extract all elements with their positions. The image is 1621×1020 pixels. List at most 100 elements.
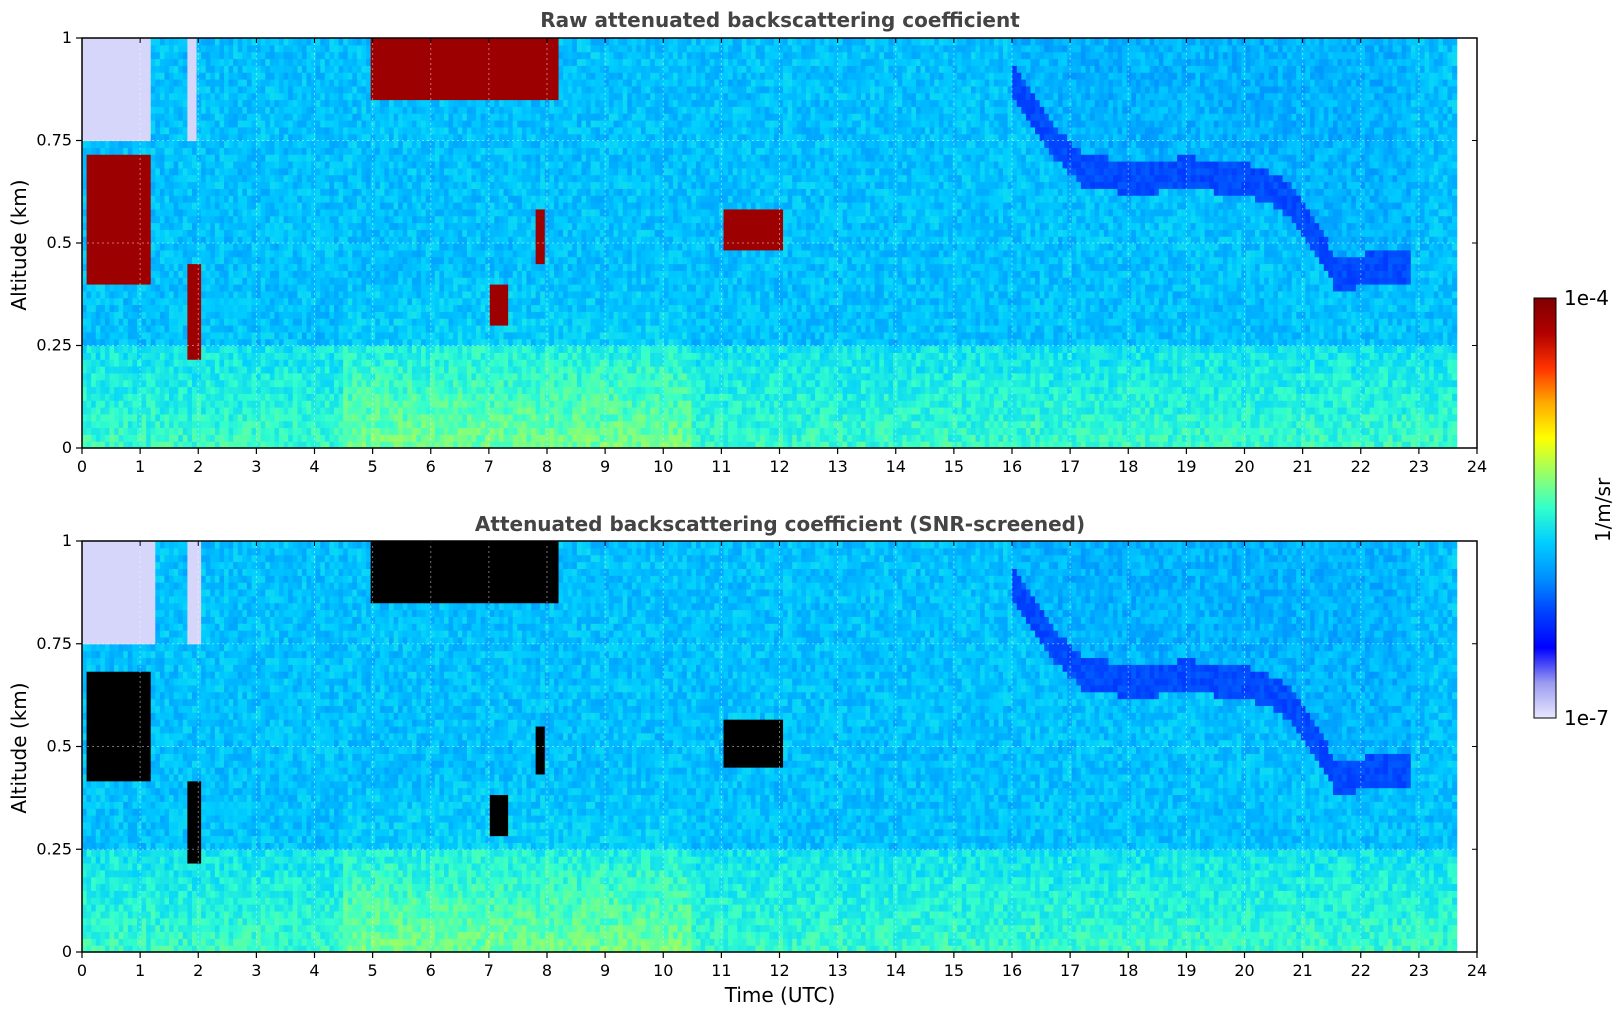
heatmap-cell bbox=[119, 434, 124, 441]
heatmap-cell bbox=[91, 134, 96, 141]
heatmap-cell bbox=[151, 175, 156, 182]
heatmap-cell bbox=[109, 298, 114, 305]
heatmap-cell bbox=[100, 311, 105, 318]
heatmap-cell bbox=[142, 311, 147, 318]
heatmap-cell bbox=[132, 318, 137, 325]
heatmap-cell bbox=[146, 147, 151, 154]
heatmap-cell bbox=[82, 434, 87, 441]
heatmap-cell bbox=[109, 52, 114, 59]
heatmap-cell bbox=[142, 161, 147, 168]
heatmap-cell bbox=[128, 202, 133, 209]
heatmap-cell bbox=[160, 407, 165, 414]
heatmap-cell bbox=[151, 291, 156, 298]
heatmap-cell bbox=[151, 168, 156, 175]
heatmap-cell bbox=[155, 428, 160, 435]
heatmap-cell bbox=[105, 161, 110, 168]
heatmap-cell bbox=[96, 72, 101, 79]
heatmap-cell bbox=[100, 113, 105, 120]
heatmap-cell bbox=[105, 195, 110, 202]
heatmap-cell bbox=[100, 243, 105, 250]
heatmap-cell bbox=[82, 421, 87, 428]
heatmap-cell bbox=[128, 72, 133, 79]
heatmap-cell bbox=[87, 161, 92, 168]
heatmap-cell bbox=[105, 65, 110, 72]
heatmap-cell bbox=[109, 93, 114, 100]
heatmap-cell bbox=[114, 270, 119, 277]
heatmap-cell bbox=[151, 346, 156, 353]
heatmap-cell bbox=[91, 202, 96, 209]
heatmap-cell bbox=[87, 298, 92, 305]
heatmap-cell bbox=[146, 175, 151, 182]
heatmap-cell bbox=[155, 346, 160, 353]
heatmap-cell bbox=[109, 250, 114, 257]
heatmap-cell bbox=[82, 366, 87, 373]
heatmap-cell bbox=[87, 106, 92, 113]
heatmap-cell bbox=[100, 127, 105, 134]
heatmap-cell bbox=[151, 134, 156, 141]
heatmap-cell bbox=[137, 38, 142, 45]
heatmap-cell bbox=[155, 277, 160, 284]
heatmap-cell bbox=[137, 277, 142, 284]
heatmap-cell bbox=[119, 86, 124, 93]
heatmap-cell bbox=[96, 38, 101, 45]
heatmap-cell bbox=[105, 277, 110, 284]
heatmap-cell bbox=[87, 209, 92, 216]
heatmap-cell bbox=[91, 346, 96, 353]
heatmap-cell bbox=[109, 106, 114, 113]
heatmap-cell bbox=[151, 106, 156, 113]
heatmap-cell bbox=[128, 59, 133, 66]
heatmap-cell bbox=[100, 305, 105, 312]
heatmap-cell bbox=[155, 400, 160, 407]
heatmap-cell bbox=[119, 93, 124, 100]
heatmap-cell bbox=[96, 154, 101, 161]
heatmap-cell bbox=[155, 434, 160, 441]
heatmap-cell bbox=[146, 188, 151, 195]
heatmap-cell bbox=[132, 434, 137, 441]
heatmap-cell bbox=[142, 168, 147, 175]
heatmap-cell bbox=[87, 414, 92, 421]
heatmap-cell bbox=[87, 120, 92, 127]
heatmap-cell bbox=[128, 182, 133, 189]
heatmap-cell bbox=[137, 407, 142, 414]
heatmap-cell bbox=[114, 284, 119, 291]
heatmap-cell bbox=[119, 270, 124, 277]
figure: Raw attenuated backscattering coefficien… bbox=[0, 0, 1621, 1020]
heatmap-cell bbox=[91, 407, 96, 414]
heatmap-cell bbox=[151, 387, 156, 394]
heatmap-cell bbox=[142, 106, 147, 113]
heatmap-cell bbox=[105, 393, 110, 400]
heatmap-cell bbox=[123, 161, 128, 168]
heatmap-cell bbox=[146, 38, 151, 45]
heatmap-cell bbox=[137, 414, 142, 421]
heatmap-cell bbox=[82, 86, 87, 93]
heatmap-cell bbox=[146, 318, 151, 325]
heatmap-cell bbox=[96, 414, 101, 421]
heatmap-cell bbox=[82, 236, 87, 243]
heatmap-cell bbox=[142, 366, 147, 373]
heatmap-cell bbox=[119, 332, 124, 339]
heatmap-cell bbox=[151, 113, 156, 120]
heatmap-cell bbox=[142, 113, 147, 120]
heatmap-cell bbox=[114, 236, 119, 243]
heatmap-cell bbox=[87, 113, 92, 120]
heatmap-cell bbox=[137, 428, 142, 435]
heatmap-cell bbox=[119, 311, 124, 318]
heatmap-cell bbox=[119, 65, 124, 72]
heatmap-cell bbox=[100, 250, 105, 257]
heatmap-cell bbox=[105, 257, 110, 264]
heatmap-cell bbox=[100, 154, 105, 161]
heatmap-cell bbox=[151, 257, 156, 264]
heatmap-cell bbox=[155, 339, 160, 346]
heatmap-cell bbox=[155, 161, 160, 168]
heatmap-cell bbox=[123, 257, 128, 264]
heatmap-cell bbox=[142, 120, 147, 127]
heatmap-cell bbox=[105, 400, 110, 407]
heatmap-cell bbox=[146, 346, 151, 353]
heatmap-cell bbox=[119, 229, 124, 236]
heatmap-cell bbox=[142, 380, 147, 387]
heatmap-cell bbox=[114, 147, 119, 154]
heatmap-cell bbox=[96, 421, 101, 428]
heatmap-cell bbox=[114, 113, 119, 120]
heatmap-cell bbox=[119, 380, 124, 387]
heatmap-cell bbox=[82, 380, 87, 387]
